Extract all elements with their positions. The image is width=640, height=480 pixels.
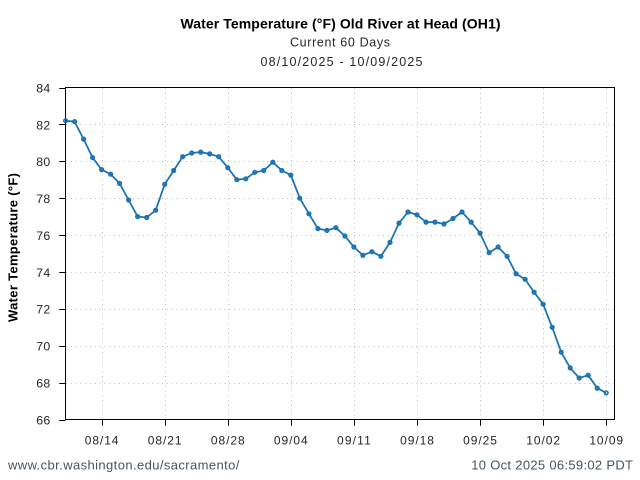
svg-text:www.cbr.washington.edu/sacrame: www.cbr.washington.edu/sacramento/ <box>7 458 240 473</box>
svg-text:78: 78 <box>36 192 50 206</box>
svg-text:10/09: 10/09 <box>589 434 623 448</box>
svg-text:Current 60 Days: Current 60 Days <box>290 36 390 50</box>
svg-text:76: 76 <box>36 229 50 243</box>
svg-text:Water Temperature (°F) Old Riv: Water Temperature (°F) Old River at Head… <box>181 15 501 31</box>
svg-text:Water Temperature (°F): Water Temperature (°F) <box>6 173 21 322</box>
svg-text:66: 66 <box>36 413 50 427</box>
svg-text:84: 84 <box>36 81 50 95</box>
svg-text:08/28: 08/28 <box>211 434 245 448</box>
svg-text:09/25: 09/25 <box>463 434 497 448</box>
svg-text:08/21: 08/21 <box>148 434 182 448</box>
svg-text:68: 68 <box>36 377 50 391</box>
svg-text:08/14: 08/14 <box>85 434 119 448</box>
svg-text:80: 80 <box>36 155 50 169</box>
svg-text:72: 72 <box>36 303 50 317</box>
svg-text:10/02: 10/02 <box>526 434 560 448</box>
svg-text:74: 74 <box>36 266 50 280</box>
svg-text:09/11: 09/11 <box>337 434 371 448</box>
svg-text:09/18: 09/18 <box>400 434 434 448</box>
svg-text:08/10/2025 - 10/09/2025: 08/10/2025 - 10/09/2025 <box>261 55 423 69</box>
svg-text:70: 70 <box>36 340 50 354</box>
svg-text:82: 82 <box>36 118 50 132</box>
svg-text:09/04: 09/04 <box>274 434 308 448</box>
svg-text:10 Oct 2025 06:59:02 PDT: 10 Oct 2025 06:59:02 PDT <box>471 458 633 473</box>
